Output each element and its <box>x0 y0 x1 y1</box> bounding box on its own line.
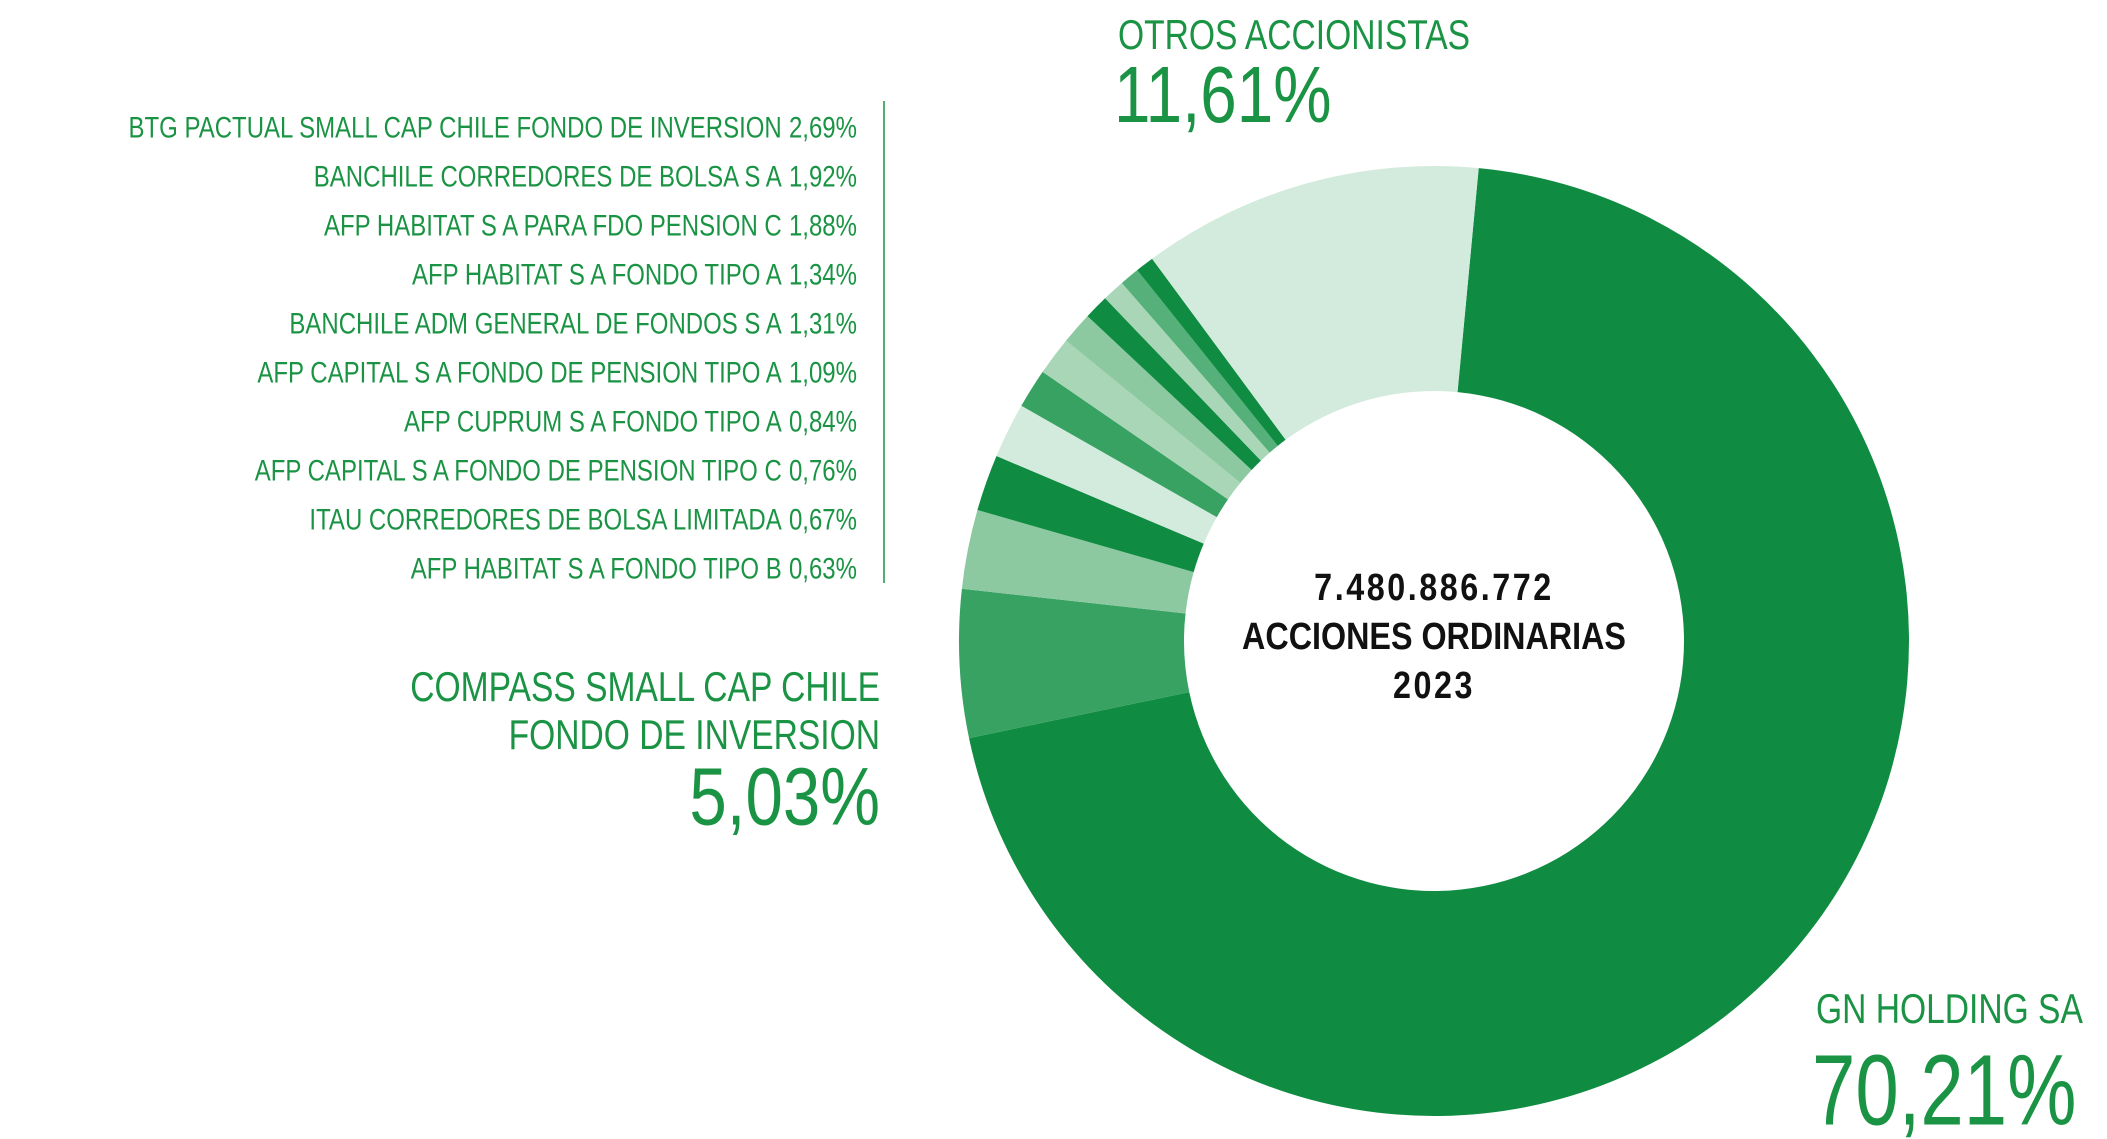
donut-slice <box>1087 298 1261 471</box>
donut-slice <box>977 456 1204 573</box>
list-label-value: 2,69% <box>789 110 857 144</box>
list-label-name: AFP CAPITAL S A FONDO DE PENSION TIPO C <box>255 453 782 487</box>
list-label: AFP CUPRUM S A FONDO TIPO A 0,84% <box>404 404 857 438</box>
list-label-value: 1,31% <box>789 306 857 340</box>
list-label-value: 0,63% <box>789 551 857 585</box>
value-label: 70,21% <box>1812 1035 2076 1139</box>
list-label: BANCHILE CORREDORES DE BOLSA S A 1,92% <box>314 159 857 193</box>
donut-slice <box>996 405 1217 544</box>
value-label: 5,03% <box>689 750 880 842</box>
list-label: AFP HABITAT S A FONDO TIPO A 1,34% <box>412 257 857 291</box>
list-label-name: AFP HABITAT S A FONDO TIPO A <box>412 257 783 291</box>
donut-slice <box>1105 282 1270 461</box>
donut-slice <box>969 168 1909 1116</box>
list-label-value: 0,76% <box>789 453 857 487</box>
donut-slice <box>961 510 1194 614</box>
list-label-value: 1,92% <box>789 159 857 193</box>
list-label-value: 0,67% <box>789 502 857 536</box>
category-label: GN HOLDING SA <box>1816 987 2083 1033</box>
donut-slice <box>1042 340 1241 500</box>
donut-slice <box>1021 371 1228 518</box>
category-label: FONDO DE INVERSION <box>509 713 880 759</box>
list-label: ITAU CORREDORES DE BOLSA LIMITADA 0,67% <box>309 502 857 536</box>
list-label-name: AFP CAPITAL S A FONDO DE PENSION TIPO A <box>257 355 782 389</box>
list-label-name: AFP CUPRUM S A FONDO TIPO A <box>404 404 783 438</box>
center-text: 7.480.886.772 <box>1314 567 1554 609</box>
list-label-name: ITAU CORREDORES DE BOLSA LIMITADA <box>309 502 782 536</box>
list-label-value: 1,09% <box>789 355 857 389</box>
category-label: OTROS ACCIONISTAS <box>1118 13 1470 59</box>
center-text: 2023 <box>1393 665 1475 707</box>
donut-slice <box>1066 316 1252 483</box>
center-text: ACCIONES ORDINARIAS <box>1242 616 1626 658</box>
list-label-value: 1,88% <box>789 208 857 242</box>
list-label: BANCHILE ADM GENERAL DE FONDOS S A 1,31% <box>289 306 857 340</box>
list-label-value: 1,34% <box>789 257 857 291</box>
donut-slice <box>1137 258 1286 446</box>
list-label-name: AFP HABITAT S A PARA FDO PENSION C <box>324 208 782 242</box>
donut-slice <box>1121 270 1278 453</box>
list-label-name: BANCHILE ADM GENERAL DE FONDOS S A <box>289 306 782 340</box>
list-label-value: 0,84% <box>789 404 857 438</box>
list-label: BTG PACTUAL SMALL CAP CHILE FONDO DE INV… <box>129 110 857 144</box>
category-label: COMPASS SMALL CAP CHILE <box>410 665 880 711</box>
list-label: AFP HABITAT S A FONDO TIPO B 0,63% <box>411 551 857 585</box>
list-label-name: BTG PACTUAL SMALL CAP CHILE FONDO DE INV… <box>129 110 782 144</box>
donut-slice <box>1152 166 1479 440</box>
list-label-name: BANCHILE CORREDORES DE BOLSA S A <box>314 159 783 193</box>
donut-slice <box>958 588 1190 739</box>
list-label-name: AFP HABITAT S A FONDO TIPO B <box>411 551 782 585</box>
list-label: AFP HABITAT S A PARA FDO PENSION C 1,88% <box>324 208 857 242</box>
value-label: 11,61% <box>1114 50 1332 140</box>
